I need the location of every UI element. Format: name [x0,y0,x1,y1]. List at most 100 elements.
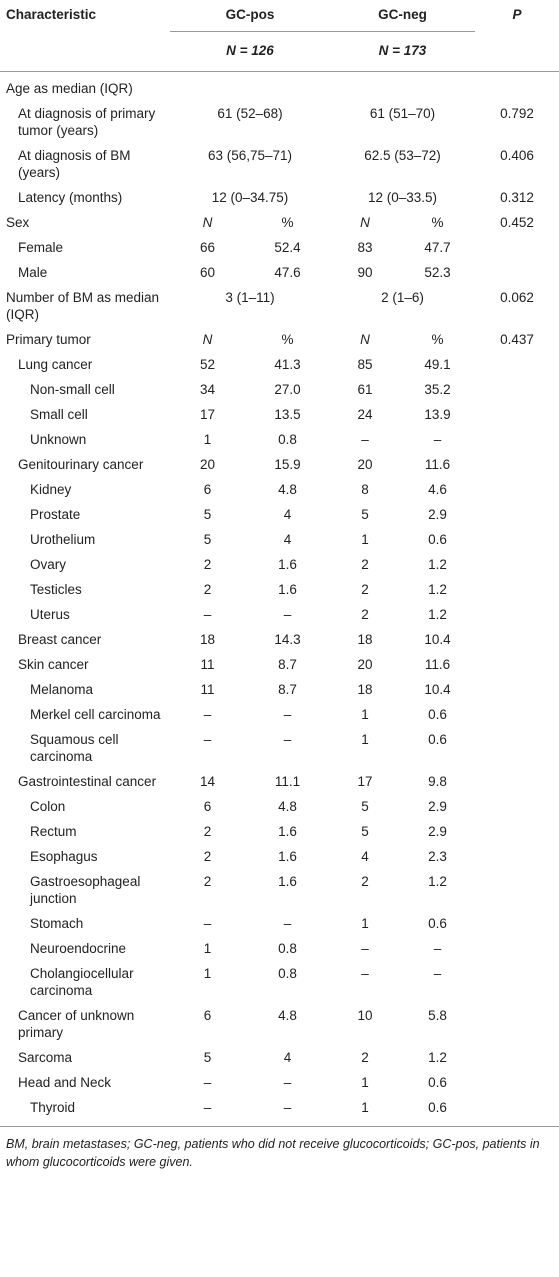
cell: 4.8 [278,482,297,497]
row-label: Breast cancer [18,632,102,647]
cell: – [361,966,369,981]
merged-cell: 61 (52–68) [217,106,283,121]
cell: 11.1 [274,774,301,789]
cell: 13.9 [424,407,451,422]
row-label: Sarcoma [18,1050,73,1065]
row-label: Melanoma [30,682,94,697]
row-label: Primary tumor [6,332,91,347]
cell: 5 [361,799,369,814]
cell: 4 [283,1050,292,1065]
cell: 8 [361,482,369,497]
cell: 0.6 [428,532,447,547]
cell: 1 [361,732,369,747]
cell: 13.5 [274,407,301,422]
cell: 14 [199,774,216,789]
cell: 10.4 [424,682,451,697]
cell: 0.8 [278,966,297,981]
cell: 41.3 [274,357,301,372]
cell: 2.9 [428,507,447,522]
table-row: Male 60 47.6 90 52.3 [0,260,559,285]
cell: 0.6 [428,732,447,747]
cell: N [202,332,213,347]
empty-cell [475,652,559,677]
table-row: Sarcoma 5 4 2 1.2 [0,1045,559,1070]
cell: 0.6 [428,1100,447,1115]
empty-cell [475,477,559,502]
cell: 0.8 [278,432,297,447]
cell: 18 [357,632,373,647]
table-row: Esophagus 2 1.6 4 2.3 [0,844,559,869]
cell: – [203,732,212,747]
table-row: Head and Neck – – 1 0.6 [0,1070,559,1095]
table-row: Number of BM as median (IQR) 3 (1–11) 2 (1… [0,285,559,327]
column-header: GC-pos [170,0,330,32]
empty-cell [475,869,559,911]
cell: 11.6 [424,657,451,672]
table-row: Small cell 17 13.5 24 13.9 [0,402,559,427]
empty-cell [475,502,559,527]
cell: % [281,215,294,230]
cell: 52.4 [274,240,301,255]
table-row: Urothelium 5 4 1 0.6 [0,527,559,552]
cell: 52 [199,357,216,372]
cell: N [202,215,213,230]
cell: 17 [199,407,216,422]
cell: 2 [203,582,212,597]
merged-cell: 61 (51–70) [369,106,436,121]
p-value: 0.792 [500,106,534,121]
cell: 4 [361,849,369,864]
cell: 15.9 [274,457,301,472]
column-header: GC-neg [330,0,475,32]
row-label: Gastrointestinal cancer [18,774,157,789]
cell: 8.7 [278,682,297,697]
empty-cell [475,1003,559,1045]
row-label: At diagnosis of primary tumor (years) [18,106,156,138]
cell: 1.6 [278,824,297,839]
empty-cell [475,727,559,769]
row-label: Female [18,240,64,255]
row-label: Small cell [30,407,88,422]
cell: 11 [200,682,215,697]
table-row: Prostate 5 4 5 2.9 [0,502,559,527]
table-row: Squamous cell carcinoma – – 1 0.6 [0,727,559,769]
merged-cell: 2 (1–6) [381,290,424,305]
row-label: Latency (months) [18,190,123,205]
table-row: Gastroesophageal junction 2 1.6 2 1.2 [0,869,559,911]
row-label: Male [18,265,48,280]
cell: 4 [283,532,292,547]
cell: 1.2 [428,1050,447,1065]
cell: 4.6 [428,482,447,497]
empty-cell [475,452,559,477]
row-label: Urothelium [30,532,96,547]
cell: 5.8 [428,1008,447,1023]
cell: 20 [357,457,373,472]
table-row: Uterus – – 2 1.2 [0,602,559,627]
empty-cell [170,72,559,102]
cell: 2 [203,824,212,839]
cell: 0.8 [278,941,297,956]
cell: 1.6 [278,874,297,889]
cell: % [431,215,444,230]
sample-size: N = 126 [170,31,330,72]
empty-cell [475,427,559,452]
cell: 1.6 [278,582,297,597]
table-row: Breast cancer 18 14.3 18 10.4 [0,627,559,652]
table-row: Ovary 2 1.6 2 1.2 [0,552,559,577]
cell: 1 [361,1100,369,1115]
row-label: Age as median (IQR) [6,81,133,96]
cell: 49.1 [424,357,451,372]
empty-cell [475,1070,559,1095]
row-label: Stomach [30,916,84,931]
row-label: Genitourinary cancer [18,457,144,472]
row-label: Ovary [30,557,67,572]
table-row: Cholangiocellular carcinoma 1 0.8 – – [0,961,559,1003]
p-value: 0.312 [500,190,534,205]
table-body: Age as median (IQR) At diagnosis of prima… [0,72,559,1121]
table-row: Testicles 2 1.6 2 1.2 [0,577,559,602]
table-row: Age as median (IQR) [0,72,559,102]
footnote: BM, brain metastases; GC-neg, patients w… [0,1126,559,1171]
empty-cell [475,769,559,794]
table-row: At diagnosis of BM (years) 63 (56,75–71) 6… [0,143,559,185]
table-row: Skin cancer 11 8.7 20 11.6 [0,652,559,677]
cell: – [361,941,369,956]
